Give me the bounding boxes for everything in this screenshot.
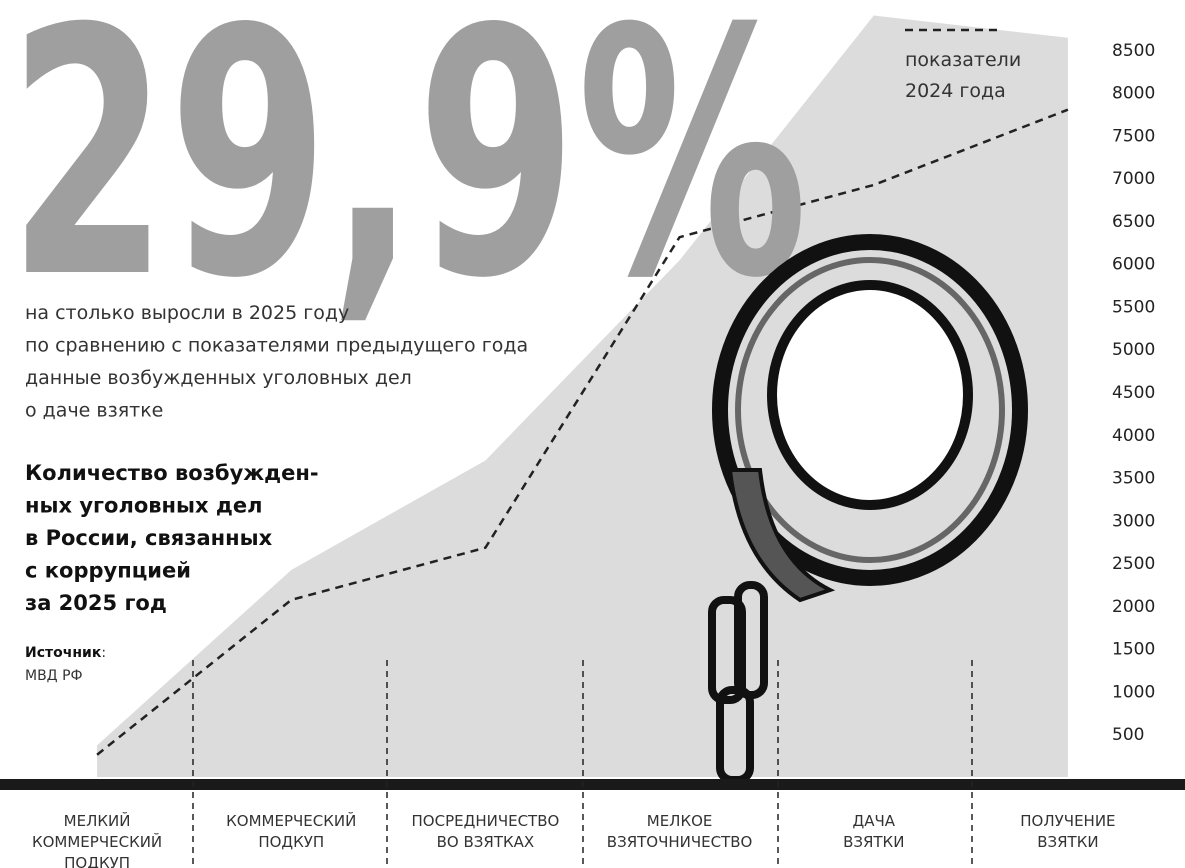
source-label-bold: Источник (25, 645, 102, 661)
y-tick-label: 6000 (1112, 255, 1155, 275)
page: 29,9% 500 1000 1500 2000 2500 3000 3500 4000 450… (0, 0, 1185, 868)
chart-title: с коррупцией (25, 559, 191, 583)
x-tick-label: ПОСРЕДНИЧЕСТВО (412, 812, 560, 830)
y-tick-label: 7000 (1112, 169, 1155, 189)
source-sep: : (101, 645, 106, 661)
source-label: Источник: (25, 645, 106, 661)
y-tick-label: 4000 (1112, 426, 1155, 446)
x-tick-label: ВО ВЗЯТКАХ (437, 833, 535, 851)
chart-title: в России, связанных (25, 526, 273, 550)
y-tick-label: 3000 (1112, 511, 1155, 531)
y-tick-label: 2500 (1112, 554, 1155, 574)
legend-label: показатели 2024 года (905, 45, 1035, 107)
x-tick-label: КОММЕРЧЕСКИЙ (226, 811, 356, 830)
x-tick-label: ВЗЯТКИ (1037, 833, 1098, 851)
y-tick-label: 6500 (1112, 212, 1155, 232)
baseline-bar (0, 779, 1185, 790)
chart: 29,9% 500 1000 1500 2000 2500 3000 3500 4000 450… (0, 0, 1185, 868)
chart-title: Количество возбужден- (25, 461, 319, 485)
x-tick-label: КОММЕРЧЕСКИЙ (32, 832, 162, 851)
description: по сравнению с показателями предыдущего … (25, 335, 528, 357)
y-tick-label: 1000 (1112, 682, 1155, 702)
y-tick-label: 8000 (1112, 84, 1155, 104)
chart-title: за 2025 год (25, 591, 167, 615)
y-tick-label: 3500 (1112, 469, 1155, 489)
x-tick-label: МЕЛКОЕ (647, 812, 713, 830)
headline: 29,9% (8, 0, 808, 353)
x-tick-label: ПОЛУЧЕНИЕ (1020, 812, 1115, 830)
x-tick-label: ВЗЯТОЧНИЧЕСТВО (607, 833, 753, 851)
y-tick-label: 500 (1112, 725, 1144, 745)
x-tick-label: ПОДКУП (258, 833, 324, 851)
y-tick-label: 1500 (1112, 640, 1155, 660)
y-tick-label: 4500 (1112, 383, 1155, 403)
description: о даче взятке (25, 400, 163, 422)
y-tick-label: 5000 (1112, 340, 1155, 360)
description: на столько выросли в 2025 году (25, 302, 349, 324)
x-tick-label: ДАЧА (852, 812, 895, 830)
y-tick-label: 2000 (1112, 597, 1155, 617)
y-tick-label: 8500 (1112, 41, 1155, 61)
chart-title: ных уголовных дел (25, 494, 262, 518)
source: МВД РФ (25, 668, 83, 684)
description: данные возбужденных уголовных дел (25, 367, 412, 389)
y-tick-label: 5500 (1112, 297, 1155, 317)
x-tick-label: МЕЛКИЙ (64, 811, 131, 830)
x-tick-label: ВЗЯТКИ (843, 833, 904, 851)
y-tick-label: 7500 (1112, 126, 1155, 146)
x-tick-label: ПОДКУП (64, 854, 130, 868)
